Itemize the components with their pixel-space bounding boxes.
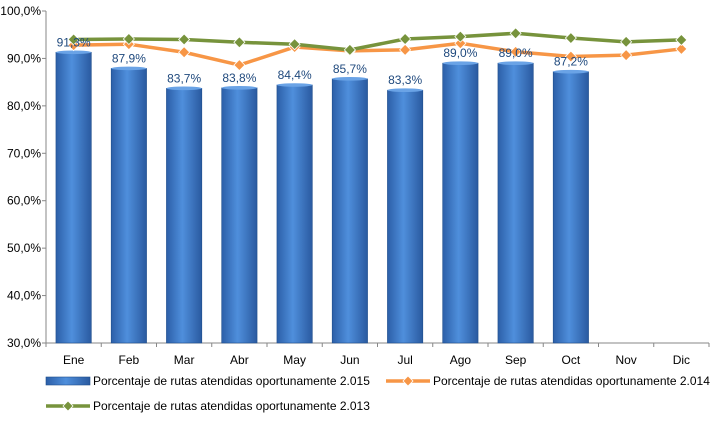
y-tick-label: 70,0% bbox=[7, 146, 41, 160]
line-point-Jun bbox=[343, 43, 356, 56]
bar-data-label: 85,7% bbox=[333, 62, 367, 76]
bar-data-label: 87,2% bbox=[554, 55, 588, 69]
x-tick-label: Ene bbox=[63, 353, 85, 367]
x-tick-label: Oct bbox=[562, 353, 581, 367]
x-tick-label: Sep bbox=[505, 353, 527, 367]
line-series-1 bbox=[73, 41, 682, 67]
legend-entry: Porcentaje de rutas atendidas oportuname… bbox=[433, 374, 710, 388]
bar-Oct bbox=[552, 71, 589, 344]
bar-data-label: 89,0% bbox=[499, 46, 533, 60]
x-tick-label: Nov bbox=[615, 353, 636, 367]
y-tick-label: 100,0% bbox=[0, 4, 41, 18]
line-point-Ago bbox=[454, 37, 467, 50]
x-tick-label: Feb bbox=[119, 353, 140, 367]
bar-Mar bbox=[166, 88, 203, 344]
bar-Jun bbox=[331, 78, 368, 344]
bar-data-label: 91,3% bbox=[57, 35, 91, 49]
bar-Ene bbox=[55, 51, 92, 344]
bar-data-label: 84,4% bbox=[278, 68, 312, 82]
x-tick-label: Dic bbox=[673, 353, 690, 367]
line-point-Mar bbox=[178, 33, 191, 46]
x-tick-label: Abr bbox=[230, 353, 249, 367]
line-point-Sep bbox=[509, 27, 522, 40]
legend-swatch-marker bbox=[62, 400, 74, 412]
bar-Abr bbox=[221, 87, 258, 344]
line-series-2 bbox=[73, 31, 682, 52]
line-point-Nov bbox=[620, 35, 633, 48]
bar-Sep bbox=[497, 62, 534, 344]
bar-Feb bbox=[110, 68, 147, 344]
bar-top-Ago bbox=[442, 61, 479, 65]
bar-top-May bbox=[276, 83, 313, 87]
bar-top-Jun bbox=[332, 77, 368, 81]
line-point-Ago bbox=[454, 30, 467, 43]
y-tick-label: 90,0% bbox=[7, 51, 41, 65]
bar-data-label: 89,0% bbox=[443, 46, 477, 60]
bar-May bbox=[276, 84, 313, 344]
bar-Ago bbox=[442, 62, 479, 344]
bars bbox=[55, 50, 589, 344]
line-point-Feb bbox=[122, 32, 135, 46]
legend-swatch-marker bbox=[402, 375, 414, 387]
bar-data-label: 87,9% bbox=[112, 51, 146, 65]
lines bbox=[67, 27, 688, 72]
bar-data-label: 83,3% bbox=[388, 73, 422, 87]
line-point-Dic bbox=[675, 33, 688, 46]
bar-top-Mar bbox=[166, 86, 202, 91]
x-tick-label: Jun bbox=[340, 353, 359, 367]
line-point-Oct bbox=[564, 31, 577, 45]
y-tick-label: 50,0% bbox=[7, 241, 41, 255]
line-point-Jul bbox=[399, 32, 412, 46]
y-axis: 30,0% 40,0% 50,0% 60,0% 70,0% 80,0% 90,0% 100,0… bbox=[0, 4, 47, 350]
line-point-Ene bbox=[67, 33, 80, 46]
bar-top-Abr bbox=[221, 86, 258, 90]
y-tick-label: 80,0% bbox=[7, 99, 41, 113]
line-point-Mar bbox=[178, 46, 191, 59]
line-point-Sep bbox=[509, 45, 522, 58]
bar-top-Feb bbox=[111, 66, 147, 71]
bar-top-Sep bbox=[497, 61, 534, 65]
x-tick-label: Jul bbox=[397, 353, 412, 367]
legend-entry: Porcentaje de rutas atendidas oportuname… bbox=[93, 399, 370, 413]
bar-top-Ene bbox=[55, 50, 92, 55]
line-point-Abr bbox=[233, 59, 246, 72]
y-tick-label: 30,0% bbox=[7, 336, 41, 350]
line-point-May bbox=[288, 38, 301, 51]
line-point-Oct bbox=[564, 50, 577, 63]
x-tick-label: Mar bbox=[174, 353, 195, 367]
x-tick-label: May bbox=[283, 353, 306, 367]
x-axis: Ene Feb Mar Abr May Jun Jul Ago Sep Oct Nov Dic bbox=[45, 342, 710, 367]
bar-data-label: 83,7% bbox=[167, 71, 201, 85]
line-point-Abr bbox=[233, 36, 246, 49]
bar-top-Jul bbox=[387, 88, 423, 93]
line-point-Nov bbox=[620, 49, 633, 62]
legend-swatch-bar bbox=[45, 376, 91, 386]
bar-data-label: 83,8% bbox=[222, 71, 256, 85]
x-tick-label: Ago bbox=[450, 353, 472, 367]
y-tick-label: 60,0% bbox=[7, 194, 41, 208]
bar-labels: 91,3% 87,9% 83,7% 83,8% 84,4% 85,7% 83,3% 89,0%… bbox=[57, 35, 589, 87]
y-tick-label: 40,0% bbox=[7, 289, 41, 303]
legend: Porcentaje de rutas atendidas oportuname… bbox=[45, 374, 710, 413]
legend-entry: Porcentaje de rutas atendidas oportuname… bbox=[93, 374, 370, 388]
line-point-Jul bbox=[399, 43, 412, 56]
line-point-Dic bbox=[675, 42, 688, 56]
bar-top-Oct bbox=[553, 69, 589, 74]
bar-Jul bbox=[387, 89, 424, 344]
